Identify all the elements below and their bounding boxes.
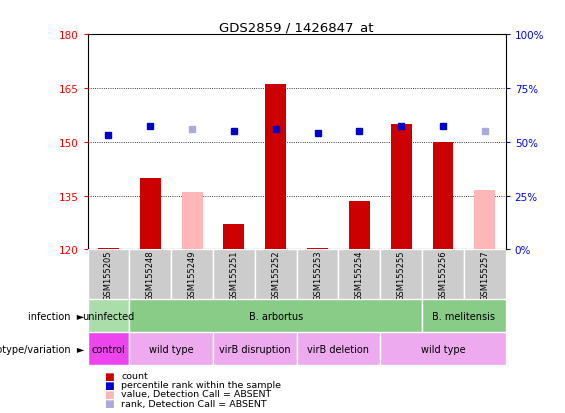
Bar — [255, 250, 297, 299]
Text: genotype/variation  ►: genotype/variation ► — [0, 344, 85, 354]
Text: B. melitensis: B. melitensis — [432, 311, 496, 321]
Bar — [182, 192, 202, 250]
Text: count: count — [121, 371, 148, 380]
Text: GSM155256: GSM155256 — [438, 249, 447, 300]
Text: ■: ■ — [105, 380, 114, 390]
Bar — [307, 248, 328, 250]
Bar — [338, 250, 380, 299]
Bar — [391, 125, 412, 250]
Bar — [88, 250, 129, 299]
Text: infection  ►: infection ► — [28, 311, 85, 321]
Text: wild type: wild type — [149, 344, 193, 354]
Bar — [129, 332, 213, 366]
Bar — [171, 250, 213, 299]
Bar — [129, 250, 171, 299]
Text: GSM155253: GSM155253 — [313, 249, 322, 300]
Text: uninfected: uninfected — [82, 311, 134, 321]
Text: GSM155249: GSM155249 — [188, 249, 197, 300]
Bar — [380, 250, 422, 299]
Bar — [433, 142, 453, 250]
Text: virB deletion: virB deletion — [307, 344, 370, 354]
Text: GSM155257: GSM155257 — [480, 249, 489, 300]
Bar — [297, 250, 338, 299]
Bar — [98, 248, 119, 250]
Text: GSM155248: GSM155248 — [146, 249, 155, 300]
Bar — [140, 178, 161, 250]
Text: GSM155251: GSM155251 — [229, 249, 238, 300]
Bar — [266, 85, 286, 250]
Text: virB disruption: virB disruption — [219, 344, 290, 354]
Bar — [349, 202, 370, 250]
Text: B. arbortus: B. arbortus — [249, 311, 303, 321]
Bar — [213, 332, 297, 366]
Bar — [422, 250, 464, 299]
Bar — [475, 191, 496, 250]
Bar — [422, 299, 506, 332]
Text: value, Detection Call = ABSENT: value, Detection Call = ABSENT — [121, 389, 272, 399]
Text: wild type: wild type — [421, 344, 465, 354]
Text: rank, Detection Call = ABSENT: rank, Detection Call = ABSENT — [121, 399, 267, 408]
Bar — [129, 299, 422, 332]
Text: GSM155255: GSM155255 — [397, 249, 406, 300]
Text: GSM155252: GSM155252 — [271, 249, 280, 300]
Text: GSM155254: GSM155254 — [355, 249, 364, 300]
Text: GSM155205: GSM155205 — [104, 249, 113, 300]
Bar — [297, 332, 380, 366]
Text: percentile rank within the sample: percentile rank within the sample — [121, 380, 281, 389]
Title: GDS2859 / 1426847_at: GDS2859 / 1426847_at — [219, 21, 374, 34]
Text: ■: ■ — [105, 371, 114, 381]
Bar — [464, 250, 506, 299]
Text: ■: ■ — [105, 398, 114, 408]
Bar — [224, 225, 244, 250]
Bar — [213, 250, 255, 299]
Bar — [88, 299, 129, 332]
Bar — [88, 332, 129, 366]
Text: control: control — [92, 344, 125, 354]
Bar — [380, 332, 506, 366]
Text: ■: ■ — [105, 389, 114, 399]
